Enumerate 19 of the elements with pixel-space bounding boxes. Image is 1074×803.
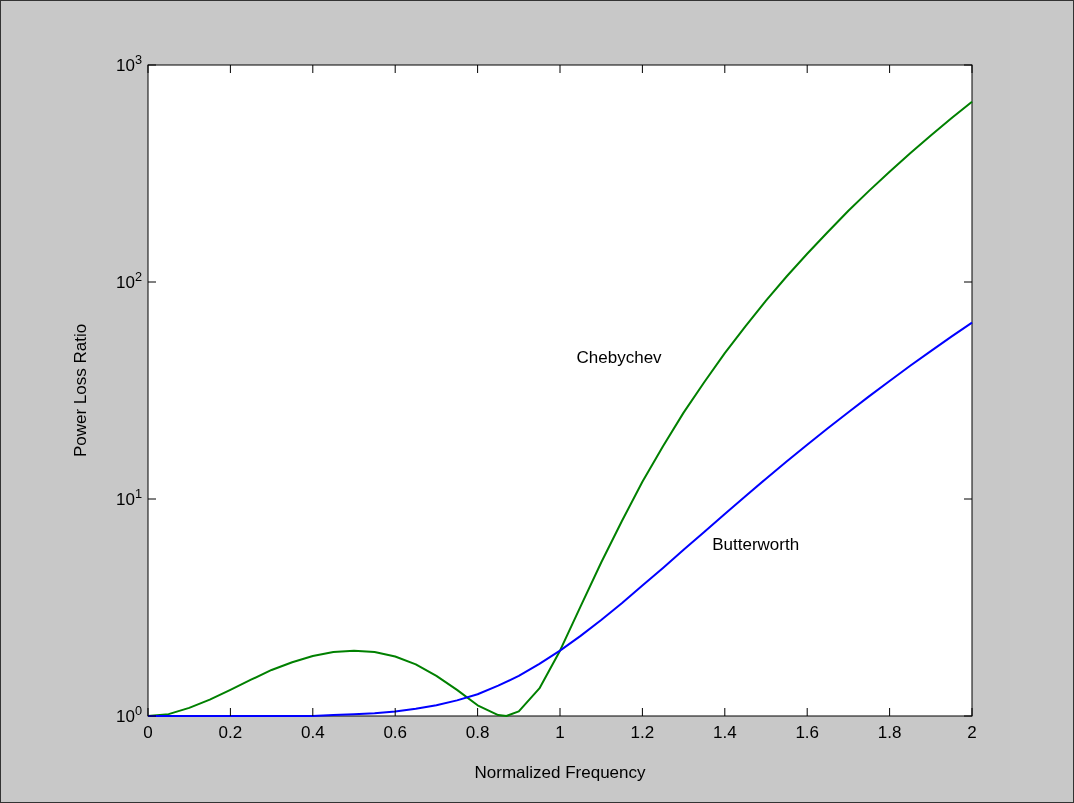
x-tick-label: 1 [555,723,565,742]
x-tick-label: 1.4 [712,723,737,742]
x-tick-label: 0.8 [465,723,490,742]
y-tick-label: 10$^{0}$ [115,702,142,726]
series-label: Butterworth [712,534,800,554]
x-tick-label: 2 [967,723,977,742]
x-tick-label: 0.6 [383,723,408,742]
y-tick-label: 10$^{1}$ [115,485,142,509]
x-tick-label: 0.2 [218,723,243,742]
y-tick-label: 10$^{3}$ [115,51,142,75]
y-axis-title: Power Loss Ratio [71,323,90,458]
x-tick-label: 1.8 [877,723,902,742]
x-tick-label: 0 [143,723,153,742]
x-tick-label: 1.2 [630,723,655,742]
text: Chebychev [576,347,663,367]
y-tick-label: 10$^{2}$ [115,268,142,292]
x-tick-label: 1.6 [795,723,820,742]
x-tick-label: 0.4 [300,723,325,742]
x-axis-title: Normalized Frequency [474,763,646,782]
